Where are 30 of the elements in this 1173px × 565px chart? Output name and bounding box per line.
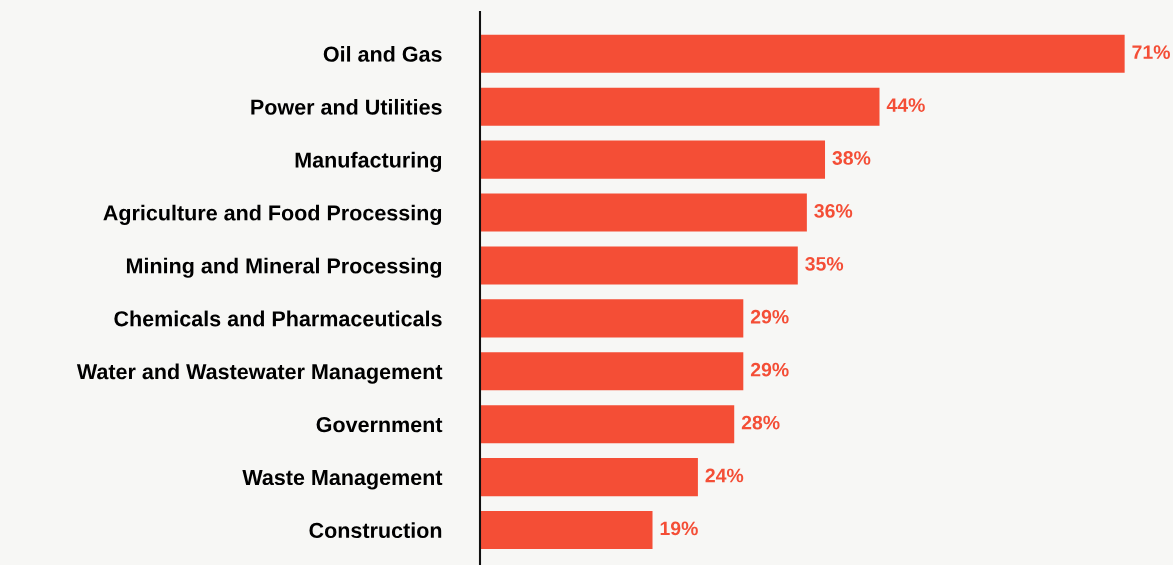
bar [480, 193, 807, 232]
bar [480, 352, 744, 391]
data-label: 36% [814, 204, 853, 218]
y-tick-label: Government [316, 417, 443, 433]
bar [480, 34, 1125, 73]
y-tick-label: Agriculture and Food Processing [103, 204, 442, 225]
y-tick-label: Waste Management [242, 470, 443, 490]
data-label: 38% [832, 151, 871, 165]
data-label: 44% [886, 98, 925, 112]
y-tick-label: Power and Utilities [251, 98, 442, 115]
data-label: 19% [660, 521, 698, 536]
data-label: 24% [705, 468, 744, 483]
y-tick-label: Chemicals and Pharmaceuticals [114, 310, 442, 327]
y-tick-label: Manufacturing [295, 151, 442, 172]
bar [480, 405, 735, 444]
data-label: 28% [741, 415, 780, 430]
y-tick-label: Oil and Gas [323, 46, 442, 62]
y-tick-label: Mining and Mineral Processing [126, 257, 442, 278]
bar [480, 458, 698, 497]
data-label: 71% [1132, 45, 1170, 59]
y-tick-label: Construction [309, 522, 442, 539]
bar [480, 299, 744, 338]
data-label: 35% [805, 256, 844, 271]
data-label: 29% [750, 309, 789, 324]
bar [480, 246, 798, 285]
bar [480, 511, 653, 550]
bar [480, 87, 880, 126]
bar [480, 140, 826, 179]
data-label: 29% [750, 362, 789, 377]
y-tick-label: Water and Wastewater Management [76, 363, 443, 384]
